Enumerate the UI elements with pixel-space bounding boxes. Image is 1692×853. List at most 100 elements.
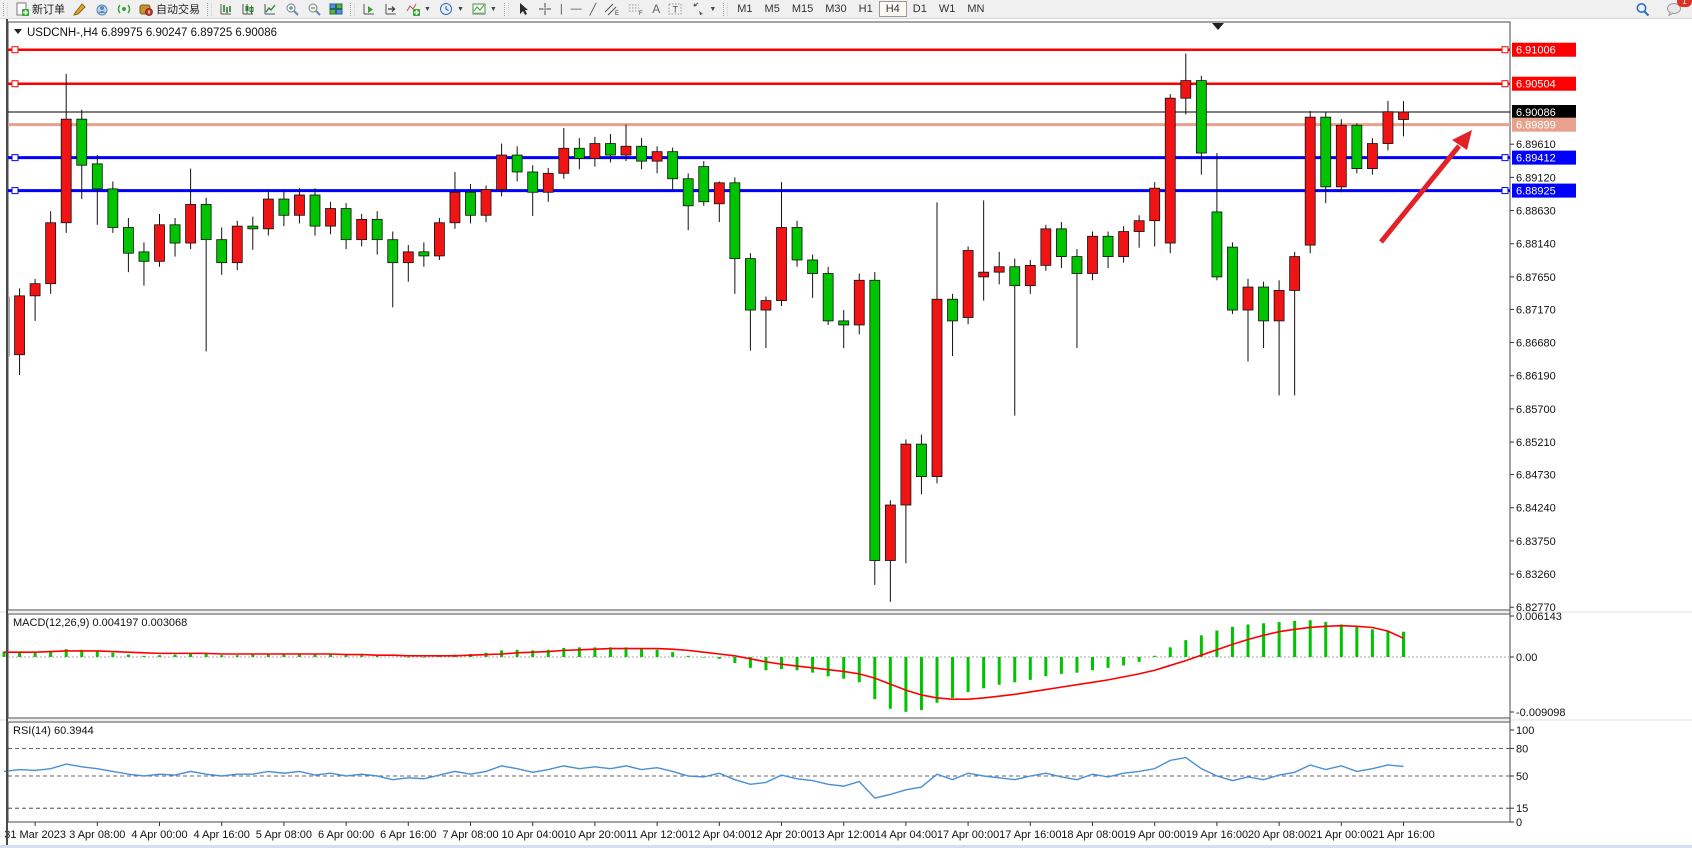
pane-separator[interactable] — [0, 611, 1692, 613]
chart-shift-button[interactable] — [380, 0, 402, 18]
search-button[interactable] — [1631, 0, 1654, 18]
candlestick-chart-button[interactable] — [237, 0, 259, 18]
text-tool-button[interactable]: A — [648, 0, 664, 18]
time-label: 13 Apr 12:00 — [813, 829, 875, 841]
chart-window[interactable]: 6.91006 6.90504 6.90086 6.89899 6.89412 6.889… — [0, 18, 1692, 848]
line-handle[interactable] — [11, 46, 19, 54]
line-handle[interactable] — [1501, 154, 1509, 162]
macd-axis-label: -0.009098 — [1516, 707, 1566, 719]
candle-body — [1118, 231, 1129, 257]
timeframe-button-m30[interactable]: M30 — [825, 3, 847, 15]
tile-windows-button[interactable] — [325, 0, 347, 18]
fibonacci-tool-button[interactable]: F — [624, 0, 648, 18]
time-label: 10 Apr 20:00 — [564, 829, 626, 841]
line-handle[interactable] — [11, 154, 19, 162]
cursor-tool-button[interactable] — [512, 0, 534, 18]
candle — [822, 266, 834, 325]
candle-body — [309, 194, 321, 227]
toolbar-grip[interactable] — [350, 2, 355, 16]
timeframe-button-m5[interactable]: M5 — [764, 3, 780, 15]
horizontal-line-icon: — — [570, 3, 582, 15]
metaeditor-button[interactable] — [69, 0, 91, 18]
notifications-button[interactable]: 1 — [1662, 0, 1692, 18]
crosshair-tool-button[interactable] — [534, 0, 556, 18]
candle-body — [1398, 111, 1409, 120]
line-handle[interactable] — [1501, 46, 1509, 54]
trendline-tool-button[interactable]: ╱ — [586, 0, 601, 18]
line-handle[interactable] — [11, 80, 19, 88]
trend-arrow[interactable] — [1379, 130, 1472, 244]
line-handle[interactable] — [11, 187, 19, 195]
zoom-in-button[interactable] — [281, 0, 303, 18]
chart-shift-marker[interactable] — [1212, 23, 1224, 30]
toolbar-grip[interactable] — [207, 2, 212, 16]
timeframe-button-h4[interactable]: H4 — [878, 1, 907, 17]
candle-body — [884, 504, 896, 561]
candle-body — [636, 145, 647, 162]
horizontal-line[interactable]: 6.90504 — [8, 76, 1576, 91]
toolbar-grip[interactable] — [723, 2, 729, 16]
text-label-tool-button[interactable]: T — [664, 0, 687, 18]
chart-title: USDCNH-,H4 6.89975 6.90247 6.89725 6.900… — [14, 27, 277, 39]
rsi-pane[interactable] — [7, 721, 1511, 823]
time-label: 4 Apr 16:00 — [194, 829, 250, 841]
dropdown-caret-icon: ▼ — [456, 5, 464, 13]
candle-body — [1195, 80, 1207, 154]
timeframe-button-w1[interactable]: W1 — [938, 3, 956, 15]
text-label-icon: T — [668, 3, 682, 15]
timeframe-button-mn[interactable]: MN — [967, 3, 985, 15]
window-left-border — [6, 18, 8, 848]
timeframe-button-d1[interactable]: D1 — [912, 3, 927, 15]
candle-body — [1289, 256, 1301, 291]
autotrading-icon — [139, 4, 153, 16]
candle — [1320, 112, 1332, 204]
auto-scroll-button[interactable] — [358, 0, 380, 18]
horizontal-line[interactable]: 6.88925 — [8, 183, 1576, 198]
line-chart-button[interactable] — [259, 0, 281, 18]
macd-pane[interactable] — [7, 613, 1511, 719]
horizontal-line[interactable]: 6.89412 — [8, 150, 1576, 165]
zoom-out-button[interactable] — [303, 0, 325, 18]
timeframe-button-h1[interactable]: H1 — [858, 3, 873, 15]
new-order-button[interactable]: 新订单 — [11, 0, 69, 18]
candle — [14, 288, 25, 376]
svg-text:T: T — [673, 5, 679, 15]
signals-button[interactable] — [113, 0, 135, 18]
candle — [45, 211, 57, 294]
horizontal-line-tool-button[interactable]: — — [567, 0, 586, 18]
candle-body — [745, 258, 756, 311]
horizontal-line[interactable]: 6.91006 — [8, 42, 1576, 57]
templates-button[interactable]: ▼ — [468, 0, 501, 18]
candle-body — [1056, 228, 1067, 257]
indicators-button[interactable]: ▼ — [402, 0, 435, 18]
toolbar-grip[interactable] — [503, 2, 509, 16]
autotrading-button[interactable]: 自动交易 — [135, 0, 204, 18]
timeframe-button-m15[interactable]: M15 — [791, 3, 814, 15]
candle — [107, 181, 119, 233]
periods-button[interactable]: ▼ — [435, 0, 468, 18]
candle — [1304, 111, 1316, 254]
time-label: 17 Apr 16:00 — [999, 829, 1061, 841]
current-price-line[interactable]: 6.90086 — [8, 105, 1576, 119]
toolbar-grip[interactable] — [3, 2, 8, 16]
line-handle[interactable] — [1501, 187, 1509, 195]
horizontal-line[interactable]: 6.89899 — [8, 117, 1576, 132]
svg-text:F: F — [639, 11, 643, 16]
line-handle[interactable] — [1501, 80, 1509, 88]
price-tick-label: 6.83750 — [1516, 536, 1556, 548]
symbol-dropdown-icon[interactable] — [14, 29, 22, 34]
mql5-community-button[interactable] — [91, 0, 113, 18]
rsi-axis-label: 15 — [1516, 803, 1528, 815]
main-chart-pane[interactable] — [7, 21, 1511, 611]
timeframe-button-m1[interactable]: M1 — [737, 3, 753, 15]
vertical-line-tool-button[interactable]: | — [556, 0, 567, 18]
candle-body — [511, 154, 523, 173]
bar-chart-button[interactable] — [215, 0, 237, 18]
price-label — [1512, 105, 1576, 119]
candle — [511, 146, 523, 182]
candle-body — [651, 151, 663, 162]
pane-separator[interactable] — [0, 719, 1692, 721]
channel-tool-button[interactable]: E — [600, 0, 624, 18]
arrows-tool-button[interactable]: ▼ — [687, 0, 720, 18]
